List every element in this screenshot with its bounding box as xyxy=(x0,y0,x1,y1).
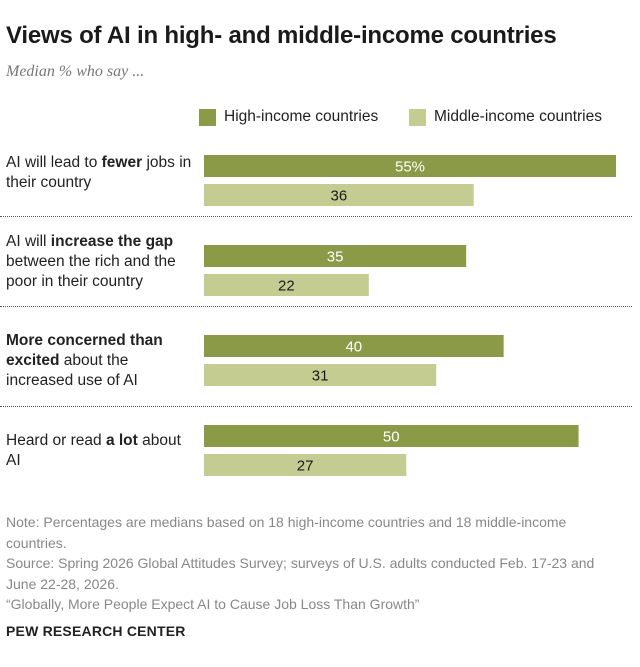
row-label-post: about the increased use of AI xyxy=(6,352,138,389)
row-label-heard-a-lot: Heard or read a lot about AI xyxy=(6,431,196,471)
bar-high-income xyxy=(204,335,504,357)
bar-chart: 55% 35 40 50 36 22 31 27 xyxy=(204,155,616,476)
notes-block: Note: Percentages are medians based on 1… xyxy=(6,512,626,615)
legend-swatch-middle xyxy=(409,108,426,126)
legend-item-high: High-income countries xyxy=(199,108,378,126)
data-label-high-income: 50 xyxy=(383,429,400,446)
row-label-post: jobs in their country xyxy=(6,154,192,191)
bar-high-income xyxy=(204,425,579,447)
data-label-high-income: 40 xyxy=(345,339,362,356)
chart-title: Views of AI in high- and middle-income c… xyxy=(6,22,557,49)
note-text: Note: Percentages are medians based on 1… xyxy=(6,514,567,551)
source-text: Source: Spring 2026 Global Attitudes Sur… xyxy=(6,555,595,592)
row-label-bold: fewer xyxy=(101,154,143,171)
data-label-middle-income: 22 xyxy=(278,278,295,295)
row-divider xyxy=(0,406,632,407)
data-label-middle-income: 31 xyxy=(312,368,329,385)
brand-logo-text: PEW RESEARCH CENTER xyxy=(6,623,186,639)
row-label-post: about AI xyxy=(6,432,181,469)
row-label-more-concerned: More concerned than excited about the in… xyxy=(6,331,196,391)
row-label-pre: Heard or read xyxy=(6,432,106,449)
legend-label-high: High-income countries xyxy=(224,108,379,125)
row-label-increase-gap: AI will increase the gap between the ric… xyxy=(6,232,196,292)
data-label-middle-income: 36 xyxy=(330,188,347,205)
data-label-high-income: 55% xyxy=(395,159,425,176)
legend-swatch-high xyxy=(199,108,216,126)
row-label-bold: More concerned than excited xyxy=(6,332,163,369)
legend-label-middle: Middle-income countries xyxy=(434,108,602,125)
row-label-fewer-jobs: AI will lead to fewer jobs in their coun… xyxy=(6,153,196,193)
bar-middle-income xyxy=(204,364,437,386)
row-label-pre: AI will lead to xyxy=(6,154,102,171)
row-label-post: between the rich and the poor in their c… xyxy=(6,253,176,290)
data-label-high-income: 35 xyxy=(327,249,344,266)
bar-middle-income xyxy=(204,274,369,296)
row-divider xyxy=(0,306,632,307)
report-title-text: “Globally, More People Expect AI to Caus… xyxy=(6,596,420,612)
row-label-bold: increase the gap xyxy=(50,233,174,250)
bar-middle-income xyxy=(204,454,407,476)
bar-high-income xyxy=(204,155,616,177)
bar-high-income xyxy=(204,245,467,267)
row-label-pre: AI will xyxy=(6,233,51,250)
chart-subtitle: Median % who say ... xyxy=(6,63,145,80)
row-label-bold: a lot xyxy=(105,432,138,449)
row-divider xyxy=(0,216,632,217)
bar-middle-income xyxy=(204,184,474,206)
data-label-middle-income: 27 xyxy=(297,458,314,475)
legend-item-middle: Middle-income countries xyxy=(409,108,602,126)
